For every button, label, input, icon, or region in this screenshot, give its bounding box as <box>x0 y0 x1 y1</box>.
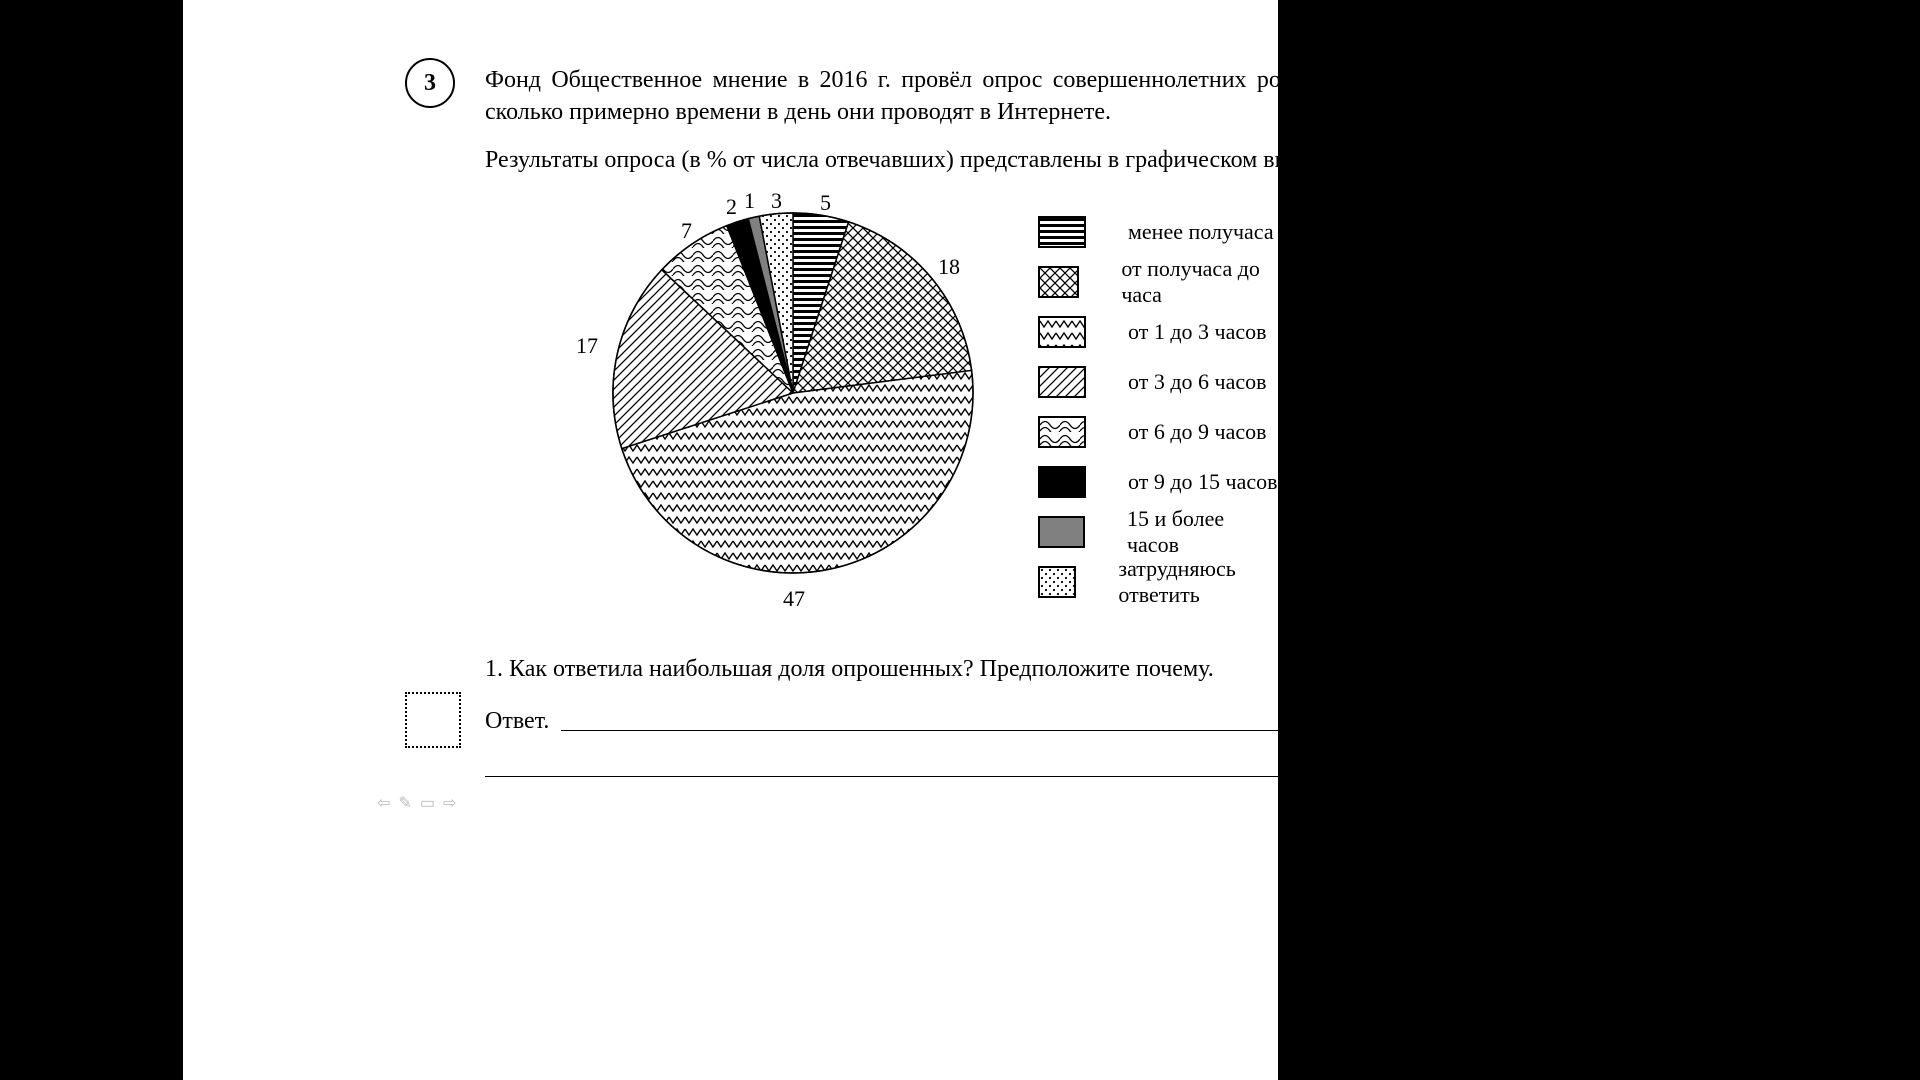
answer-label: Ответ. <box>485 705 549 737</box>
pie-data-label-1: 18 <box>938 254 960 280</box>
legend-swatch-1 <box>1038 266 1079 298</box>
legend-row-6: 15 и более часов <box>1038 507 1278 557</box>
legend-row-3: от 3 до 6 часов <box>1038 357 1278 407</box>
question-paragraph-1: Фонд Общественное мнение в 2016 г. провё… <box>485 64 1415 129</box>
pie-data-label-2: 47 <box>783 586 805 612</box>
legend-swatch-5 <box>1038 466 1086 498</box>
pie-data-label-3: 17 <box>576 333 598 359</box>
legend-label-2: от 1 до 3 часов <box>1128 319 1267 345</box>
pie-data-label-5: 2 <box>726 194 737 220</box>
legend-row-5: от 9 до 15 часов <box>1038 457 1278 507</box>
pie-chart <box>573 178 1073 618</box>
legend-swatch-4 <box>1038 416 1086 448</box>
legend-label-1: от получаса до часа <box>1121 256 1278 308</box>
legend-row-4: от 6 до 9 часов <box>1038 407 1278 457</box>
legend-label-5: от 9 до 15 часов <box>1128 469 1278 495</box>
legend-label-7: затрудняюсь ответить <box>1118 556 1278 608</box>
legend-label-6: 15 и более часов <box>1127 506 1278 558</box>
legend-row-1: от получаса до часа <box>1038 257 1278 307</box>
nav-slides-icon[interactable]: ▭ <box>420 796 435 812</box>
document-page: 3 Фонд Общественное мнение в 2016 г. про… <box>183 0 1278 1080</box>
legend-swatch-7 <box>1038 566 1076 598</box>
legend-label-0: менее получаса <box>1128 219 1274 245</box>
chart-legend: менее получаса от получаса до часа от 1 до… <box>1038 207 1278 607</box>
answer-line-1 <box>561 730 1413 731</box>
legend-swatch-2 <box>1038 316 1086 348</box>
legend-swatch-6 <box>1038 516 1085 548</box>
question-number: 3 <box>424 70 436 96</box>
legend-swatch-0 <box>1038 216 1086 248</box>
legend-row-0: менее получаса <box>1038 207 1278 257</box>
nav-next-icon[interactable]: ⇨ <box>443 796 456 812</box>
answer-checkbox <box>405 692 461 748</box>
nav-prev-icon[interactable]: ⇦ <box>377 796 390 812</box>
question-number-circle: 3 <box>405 58 455 108</box>
pie-data-label-7: 3 <box>771 188 782 214</box>
slide-nav: ⇦ ✎ ▭ ⇨ <box>377 793 456 815</box>
legend-label-4: от 6 до 9 часов <box>1128 419 1267 445</box>
pie-data-label-6: 1 <box>744 188 755 214</box>
legend-row-7: затрудняюсь ответить <box>1038 557 1278 607</box>
answer-line-2 <box>485 776 1413 777</box>
legend-swatch-3 <box>1038 366 1086 398</box>
legend-label-3: от 3 до 6 часов <box>1128 369 1267 395</box>
nav-pen-icon[interactable]: ✎ <box>398 796 411 812</box>
legend-row-2: от 1 до 3 часов <box>1038 307 1278 357</box>
task-1-text: 1. Как ответила наибольшая доля опрошенн… <box>485 653 1415 685</box>
pie-data-label-0: 5 <box>820 190 831 216</box>
question-paragraph-2: Результаты опроса (в % от числа отвечавш… <box>485 144 1415 176</box>
pie-data-label-4: 7 <box>681 218 692 244</box>
